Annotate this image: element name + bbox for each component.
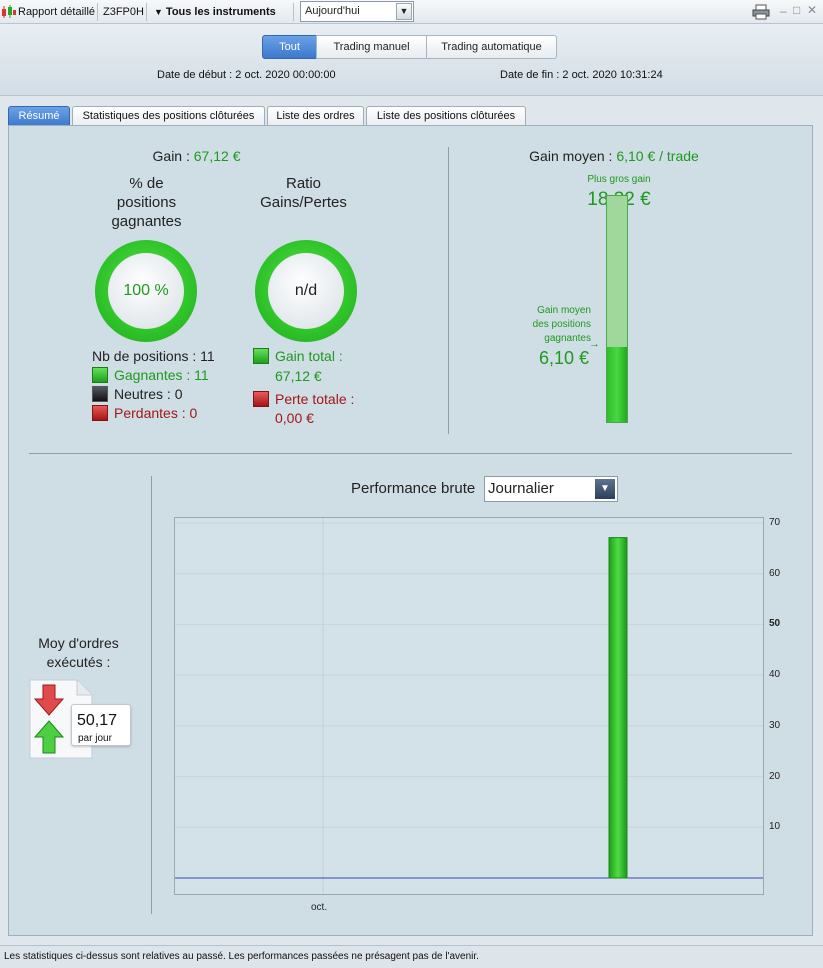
black-square-icon [92,386,108,402]
performance-label: Performance brute [351,480,476,497]
gain-moyen-pos-value: 6,10 € [538,348,589,368]
orders-title: Moy d'ordres exécutés : [38,635,119,670]
y-tick-label: 40 [769,669,781,681]
y-tick-label: 30 [769,719,781,731]
report-header: Tout Trading manuel Trading automatique … [0,24,823,96]
gain-moyen-title: Gain moyen : 6,10 € / trade [529,148,699,164]
ratio-ring: n/d [255,240,357,342]
summary-panel: Gain : 67,12 € % de positions gagnantes … [8,125,813,936]
dropdown-arrow-icon: ▼ [154,7,163,17]
chevron-down-icon[interactable]: ▼ [595,479,615,499]
neutres-stat: Neutres : 0 [92,386,182,402]
close-icon[interactable]: ✕ [807,3,818,17]
ratio-title: Ratio Gains/Pertes [260,175,347,211]
disclaimer-footer: Les statistiques ci-dessus sont relative… [0,945,823,968]
gain-bar-fill [607,347,627,422]
orders-card: 50,17 par jour [71,704,131,746]
chevron-down-icon[interactable]: ▼ [396,3,412,20]
x-tick-oct: oct. [311,902,328,913]
title-bar: Rapport détaillé Z3FP0H ▼ Tous les instru… [0,0,823,24]
orders-value: 50,17 [77,712,118,729]
gain-moyen-pos-label: Gain moyen des positions gagnantes [532,305,591,344]
y-tick-label: 20 [769,770,781,782]
tab-liste-positions[interactable]: Liste des positions clôturées [366,106,526,126]
arrow-right-icon: → [589,338,600,350]
y-tick-label: 10 [769,821,781,833]
nb-positions: Nb de positions : 11 [92,348,215,364]
minimize-icon[interactable]: – [780,4,787,18]
orders-unit: par jour [78,733,112,744]
tab-resume[interactable]: Résumé [8,106,70,126]
vertical-divider [448,147,449,434]
instruments-dropdown[interactable]: ▼ Tous les instruments [154,6,276,18]
gain-title: Gain : 67,12 € [152,148,241,164]
segment-tout[interactable]: Tout [262,35,317,59]
segment-trading-manuel[interactable]: Trading manuel [316,35,427,59]
maximize-icon[interactable]: □ [793,3,801,17]
perdantes-stat: Perdantes : 0 [92,405,197,421]
ratio-value: n/d [268,253,344,329]
chart-candles-icon [1,5,17,19]
account-label: Z3FP0H [103,6,144,18]
plus-gros-gain-label: Plus gros gain [587,174,651,185]
chart-bar [608,537,628,879]
tab-statistiques[interactable]: Statistiques des positions clôturées [72,106,265,126]
report-label: Rapport détaillé [18,6,96,18]
green-square-icon [253,348,269,364]
horizontal-divider [29,453,792,454]
gagnantes-stat: Gagnantes : 11 [92,367,209,383]
perte-totale-value: 0,00 € [275,410,314,426]
gain-total-value: 67,12 € [275,368,322,384]
pct-title: % de positions gagnantes [111,175,182,230]
perte-totale-stat: Perte totale : [253,391,354,407]
gain-total-stat: Gain total : [253,348,343,364]
y-tick-label: 50 [769,618,781,630]
start-date: Date de début : 2 oct. 2020 00:00:00 [157,69,336,81]
red-square-icon [253,391,269,407]
tab-liste-ordres[interactable]: Liste des ordres [267,106,364,126]
segment-trading-automatique[interactable]: Trading automatique [426,35,557,59]
y-tick-label: 70 [769,517,781,528]
period-select[interactable]: Aujourd'hui ▼ [300,1,414,22]
chart-svg [175,518,763,894]
gain-bar [606,195,628,423]
y-tick-label: 60 [769,567,781,579]
green-square-icon [92,367,108,383]
pct-ring: 100 % [95,240,197,342]
end-date: Date de fin : 2 oct. 2020 10:31:24 [500,69,663,81]
performance-period-select[interactable]: Journalier ▼ [484,476,618,502]
red-square-icon [92,405,108,421]
pct-value: 100 % [108,253,184,329]
lower-divider [151,476,152,914]
print-icon[interactable] [752,4,770,20]
performance-chart [174,517,764,895]
